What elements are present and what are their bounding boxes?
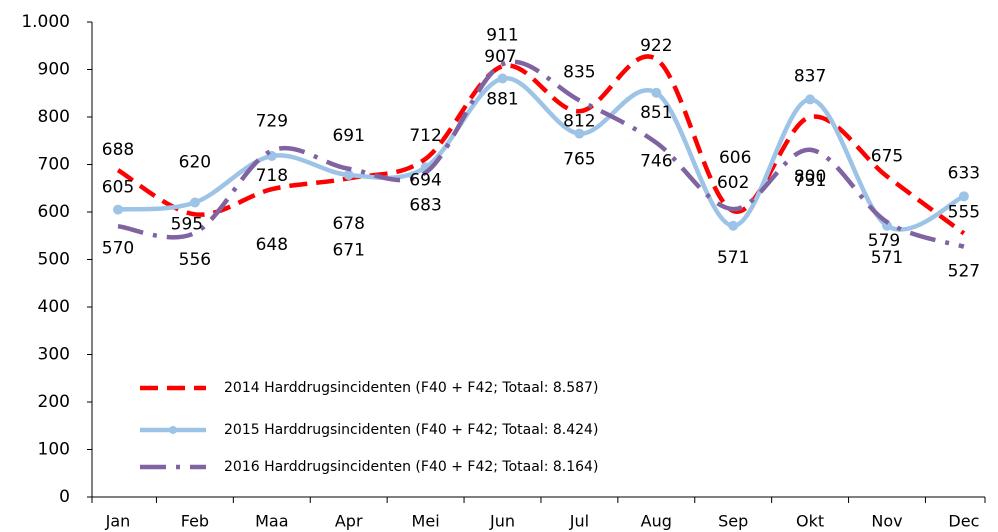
data-label: 688 (102, 140, 134, 160)
data-label: 922 (640, 36, 672, 56)
y-tick-label: 400 (38, 297, 70, 317)
data-label: 837 (794, 66, 826, 86)
line (117, 76, 965, 232)
x-tick-label: Jan (105, 512, 131, 531)
data-label: 527 (948, 262, 980, 282)
data-label: 851 (640, 103, 672, 123)
x-tick-label: Dec (948, 512, 979, 531)
data-label: 605 (102, 178, 134, 198)
x-tick-label: Okt (796, 512, 824, 531)
data-label: 671 (332, 240, 364, 260)
data-label: 633 (948, 163, 980, 183)
y-tick-label: 300 (38, 345, 70, 365)
marker (728, 220, 739, 231)
marker (343, 169, 354, 180)
data-label: 579 (868, 231, 900, 251)
y-tick-label: 600 (38, 202, 70, 222)
data-label: 729 (256, 112, 288, 132)
data-label: 570 (102, 238, 134, 258)
marker (189, 197, 200, 208)
data-label: 718 (256, 166, 288, 186)
x-tick-label: Maa (255, 512, 288, 531)
data-label: 731 (794, 171, 826, 191)
data-label: 606 (719, 148, 751, 168)
marker (651, 87, 662, 98)
x-tick-label: Feb (181, 512, 209, 531)
x-tick-label: Mei (412, 512, 440, 531)
data-label: 746 (640, 152, 672, 172)
x-tick-label: Sep (718, 512, 748, 531)
y-tick-label: 500 (38, 250, 70, 270)
line (117, 59, 965, 249)
x-tick-label: Aug (641, 512, 672, 531)
data-label: 602 (717, 173, 749, 193)
marker (958, 191, 969, 202)
marker (113, 204, 123, 215)
y-tick-label: 1.000 (21, 12, 70, 32)
data-label: 571 (871, 248, 903, 268)
y-tick-label: 0 (59, 487, 70, 507)
data-label: 765 (563, 150, 595, 170)
data-label: 907 (484, 47, 516, 67)
data-label: 812 (563, 111, 595, 131)
x-tick-label: Apr (335, 512, 363, 531)
data-label: 675 (871, 146, 903, 166)
data-label: 712 (409, 126, 441, 146)
data-label: 911 (486, 25, 518, 45)
data-label: 648 (256, 235, 288, 255)
marker (805, 94, 816, 105)
marker (497, 73, 508, 84)
y-tick-label: 900 (38, 60, 70, 80)
data-label: 620 (179, 153, 211, 173)
data-label: 800 (794, 167, 826, 187)
x-tick-label: Nov (871, 512, 902, 531)
data-label: 881 (486, 90, 518, 110)
data-label: 694 (409, 170, 441, 190)
marker (574, 128, 585, 139)
data-label: 556 (179, 250, 211, 270)
legend-label: 2015 Harddrugsincidenten (F40 + F42; Tot… (224, 422, 598, 438)
legend-marker (169, 426, 177, 434)
data-label: 691 (332, 126, 364, 146)
marker (882, 220, 892, 231)
y-tick-label: 100 (38, 440, 70, 460)
y-tick-label: 800 (38, 107, 70, 127)
y-tick-label: 200 (38, 392, 70, 412)
legend-label: 2014 Harddrugsincidenten (F40 + F42; Tot… (224, 380, 598, 396)
data-label: 835 (563, 62, 595, 82)
data-label: 678 (332, 214, 364, 234)
data-label: 595 (171, 214, 203, 234)
data-label: 683 (409, 196, 441, 216)
x-tick-label: Jul (569, 512, 589, 531)
y-tick-label: 700 (38, 155, 70, 175)
x-tick-label: Jun (489, 512, 515, 531)
line (116, 54, 966, 236)
data-label: 571 (717, 248, 749, 268)
data-label: 555 (948, 202, 980, 222)
legend-label: 2016 Harddrugsincidenten (F40 + F42; Tot… (224, 459, 598, 475)
